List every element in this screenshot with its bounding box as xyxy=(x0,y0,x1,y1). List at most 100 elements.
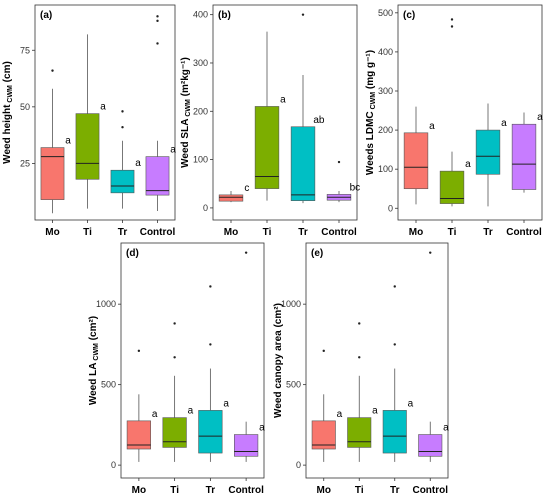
x-category-label-tr: Tr xyxy=(118,227,128,238)
outlier-point-tr xyxy=(393,343,396,346)
significance-letter-tr: ab xyxy=(313,115,325,126)
x-category-label-control: Control xyxy=(228,485,264,496)
y-tick-label: 50 xyxy=(20,102,30,112)
y-tick-label: 100 xyxy=(378,164,393,174)
x-category-label-tr: Tr xyxy=(483,227,493,238)
panel-d: 0 500 1000 Mo Ti Tr Control (d) Weed LA CWM (cm²… xyxy=(88,242,265,496)
y-tick-label: 300 xyxy=(378,86,393,96)
significance-letter-tr: a xyxy=(135,158,141,169)
x-category-label-tr: Tr xyxy=(206,485,216,496)
outlier-point-control xyxy=(337,160,341,164)
panel-label: (d) xyxy=(126,248,139,259)
x-category-label-mo: Mo xyxy=(45,227,59,238)
box-tr xyxy=(382,410,407,454)
panel-label: (a) xyxy=(40,10,52,21)
significance-letter-mo: a xyxy=(429,121,435,132)
box-ti xyxy=(439,170,465,204)
y-tick-label: 400 xyxy=(193,10,208,20)
y-tick-label: 500 xyxy=(101,380,116,390)
box-tr xyxy=(198,410,223,454)
box-ti xyxy=(254,106,280,189)
box-mo xyxy=(40,147,65,200)
box-mo xyxy=(126,420,151,450)
x-category-label-ti: Ti xyxy=(170,485,179,496)
significance-letter-tr: a xyxy=(408,398,414,409)
box-tr xyxy=(110,169,135,194)
x-category-label-control: Control xyxy=(140,227,176,238)
significance-letter-control: a xyxy=(259,423,265,434)
significance-letter-control: a xyxy=(537,112,543,123)
outlier-point-tr xyxy=(121,126,124,129)
significance-letter-mo: a xyxy=(337,409,343,420)
y-axis-label: Weed height CWM (cm) xyxy=(2,61,14,164)
x-category-label-tr: Tr xyxy=(298,227,308,238)
panel-label: (b) xyxy=(218,10,231,21)
outlier-point-tr xyxy=(121,110,124,113)
significance-letter-control: a xyxy=(443,423,449,434)
outlier-point-mo xyxy=(137,349,141,353)
x-category-label-mo: Mo xyxy=(224,227,238,238)
y-tick-label: 200 xyxy=(193,106,208,116)
box-tr xyxy=(290,126,316,201)
outlier-point-control xyxy=(244,251,248,254)
box-control xyxy=(234,434,259,457)
significance-letter-ti: a xyxy=(372,406,378,417)
y-axis-label: Weed canopy area (cm²) xyxy=(273,303,284,418)
significance-letter-tr: a xyxy=(501,118,507,129)
box-tr xyxy=(475,129,501,175)
outlier-point-ti xyxy=(450,18,454,21)
significance-letter-tr: a xyxy=(223,398,229,409)
x-category-label-ti: Ti xyxy=(263,227,272,238)
x-category-label-control: Control xyxy=(412,485,448,496)
box-control xyxy=(145,156,170,196)
outlier-point-control xyxy=(156,15,159,18)
box-control xyxy=(418,434,443,457)
x-category-label-ti: Ti xyxy=(83,227,92,238)
box-control xyxy=(511,123,537,190)
significance-letter-ti: a xyxy=(280,94,286,105)
panel-label: (e) xyxy=(311,248,323,259)
outlier-point-ti xyxy=(173,322,176,325)
y-tick-label: 75 xyxy=(20,45,30,55)
y-axis-label: Weed LA CWM (cm²) xyxy=(88,316,100,405)
y-tick-label: 500 xyxy=(378,8,393,18)
y-tick-label: 25 xyxy=(20,158,30,168)
outlier-point-control xyxy=(429,251,432,254)
significance-letter-mo: a xyxy=(65,136,71,147)
x-category-label-control: Control xyxy=(506,227,542,238)
outlier-point-mo xyxy=(51,69,54,72)
x-category-label-mo: Mo xyxy=(409,227,423,238)
significance-letter-ti: a xyxy=(188,406,194,417)
y-axis-label: Weeds LDMC CWM (mg g⁻¹) xyxy=(365,50,377,175)
y-tick-label: 1000 xyxy=(281,299,301,309)
x-category-label-tr: Tr xyxy=(390,485,400,496)
y-axis-label: Weed SLA CWM (m²kg⁻¹) xyxy=(180,57,192,168)
x-category-label-mo: Mo xyxy=(132,485,146,496)
box-mo xyxy=(403,132,429,190)
box-ti xyxy=(162,417,187,448)
panel-b: 0 100 200 300 400 Mo Ti Tr Control (b) Weed SLA CW… xyxy=(180,4,361,238)
outlier-point-tr xyxy=(393,285,396,288)
outlier-point-mo xyxy=(322,349,325,353)
significance-letter-ti: a xyxy=(100,102,106,113)
panel-label: (c) xyxy=(403,10,415,21)
significance-letter-mo: a xyxy=(152,409,158,420)
x-category-label-ti: Ti xyxy=(448,227,457,238)
outlier-point-tr xyxy=(301,13,305,16)
y-tick-label: 1000 xyxy=(96,299,116,309)
panel-c: 0 100 200 300 400 500 Mo Ti Tr Control (c) Weeds LD… xyxy=(365,4,543,238)
y-tick-label: 200 xyxy=(378,125,393,135)
outlier-point-control xyxy=(156,42,159,45)
outlier-point-ti xyxy=(358,322,361,325)
significance-letter-control: bc xyxy=(350,182,361,193)
significance-letter-mo: c xyxy=(244,183,249,194)
y-tick-label: 0 xyxy=(111,460,116,470)
y-tick-label: 0 xyxy=(203,203,208,213)
x-category-label-ti: Ti xyxy=(355,485,364,496)
y-tick-label: 0 xyxy=(296,460,301,470)
y-tick-label: 400 xyxy=(378,47,393,57)
panel-a: 25 50 75 Mo Ti Tr Control (a) Weed height CWM (c… xyxy=(2,4,176,238)
box-mo xyxy=(311,420,336,450)
y-tick-label: 0 xyxy=(388,203,393,213)
